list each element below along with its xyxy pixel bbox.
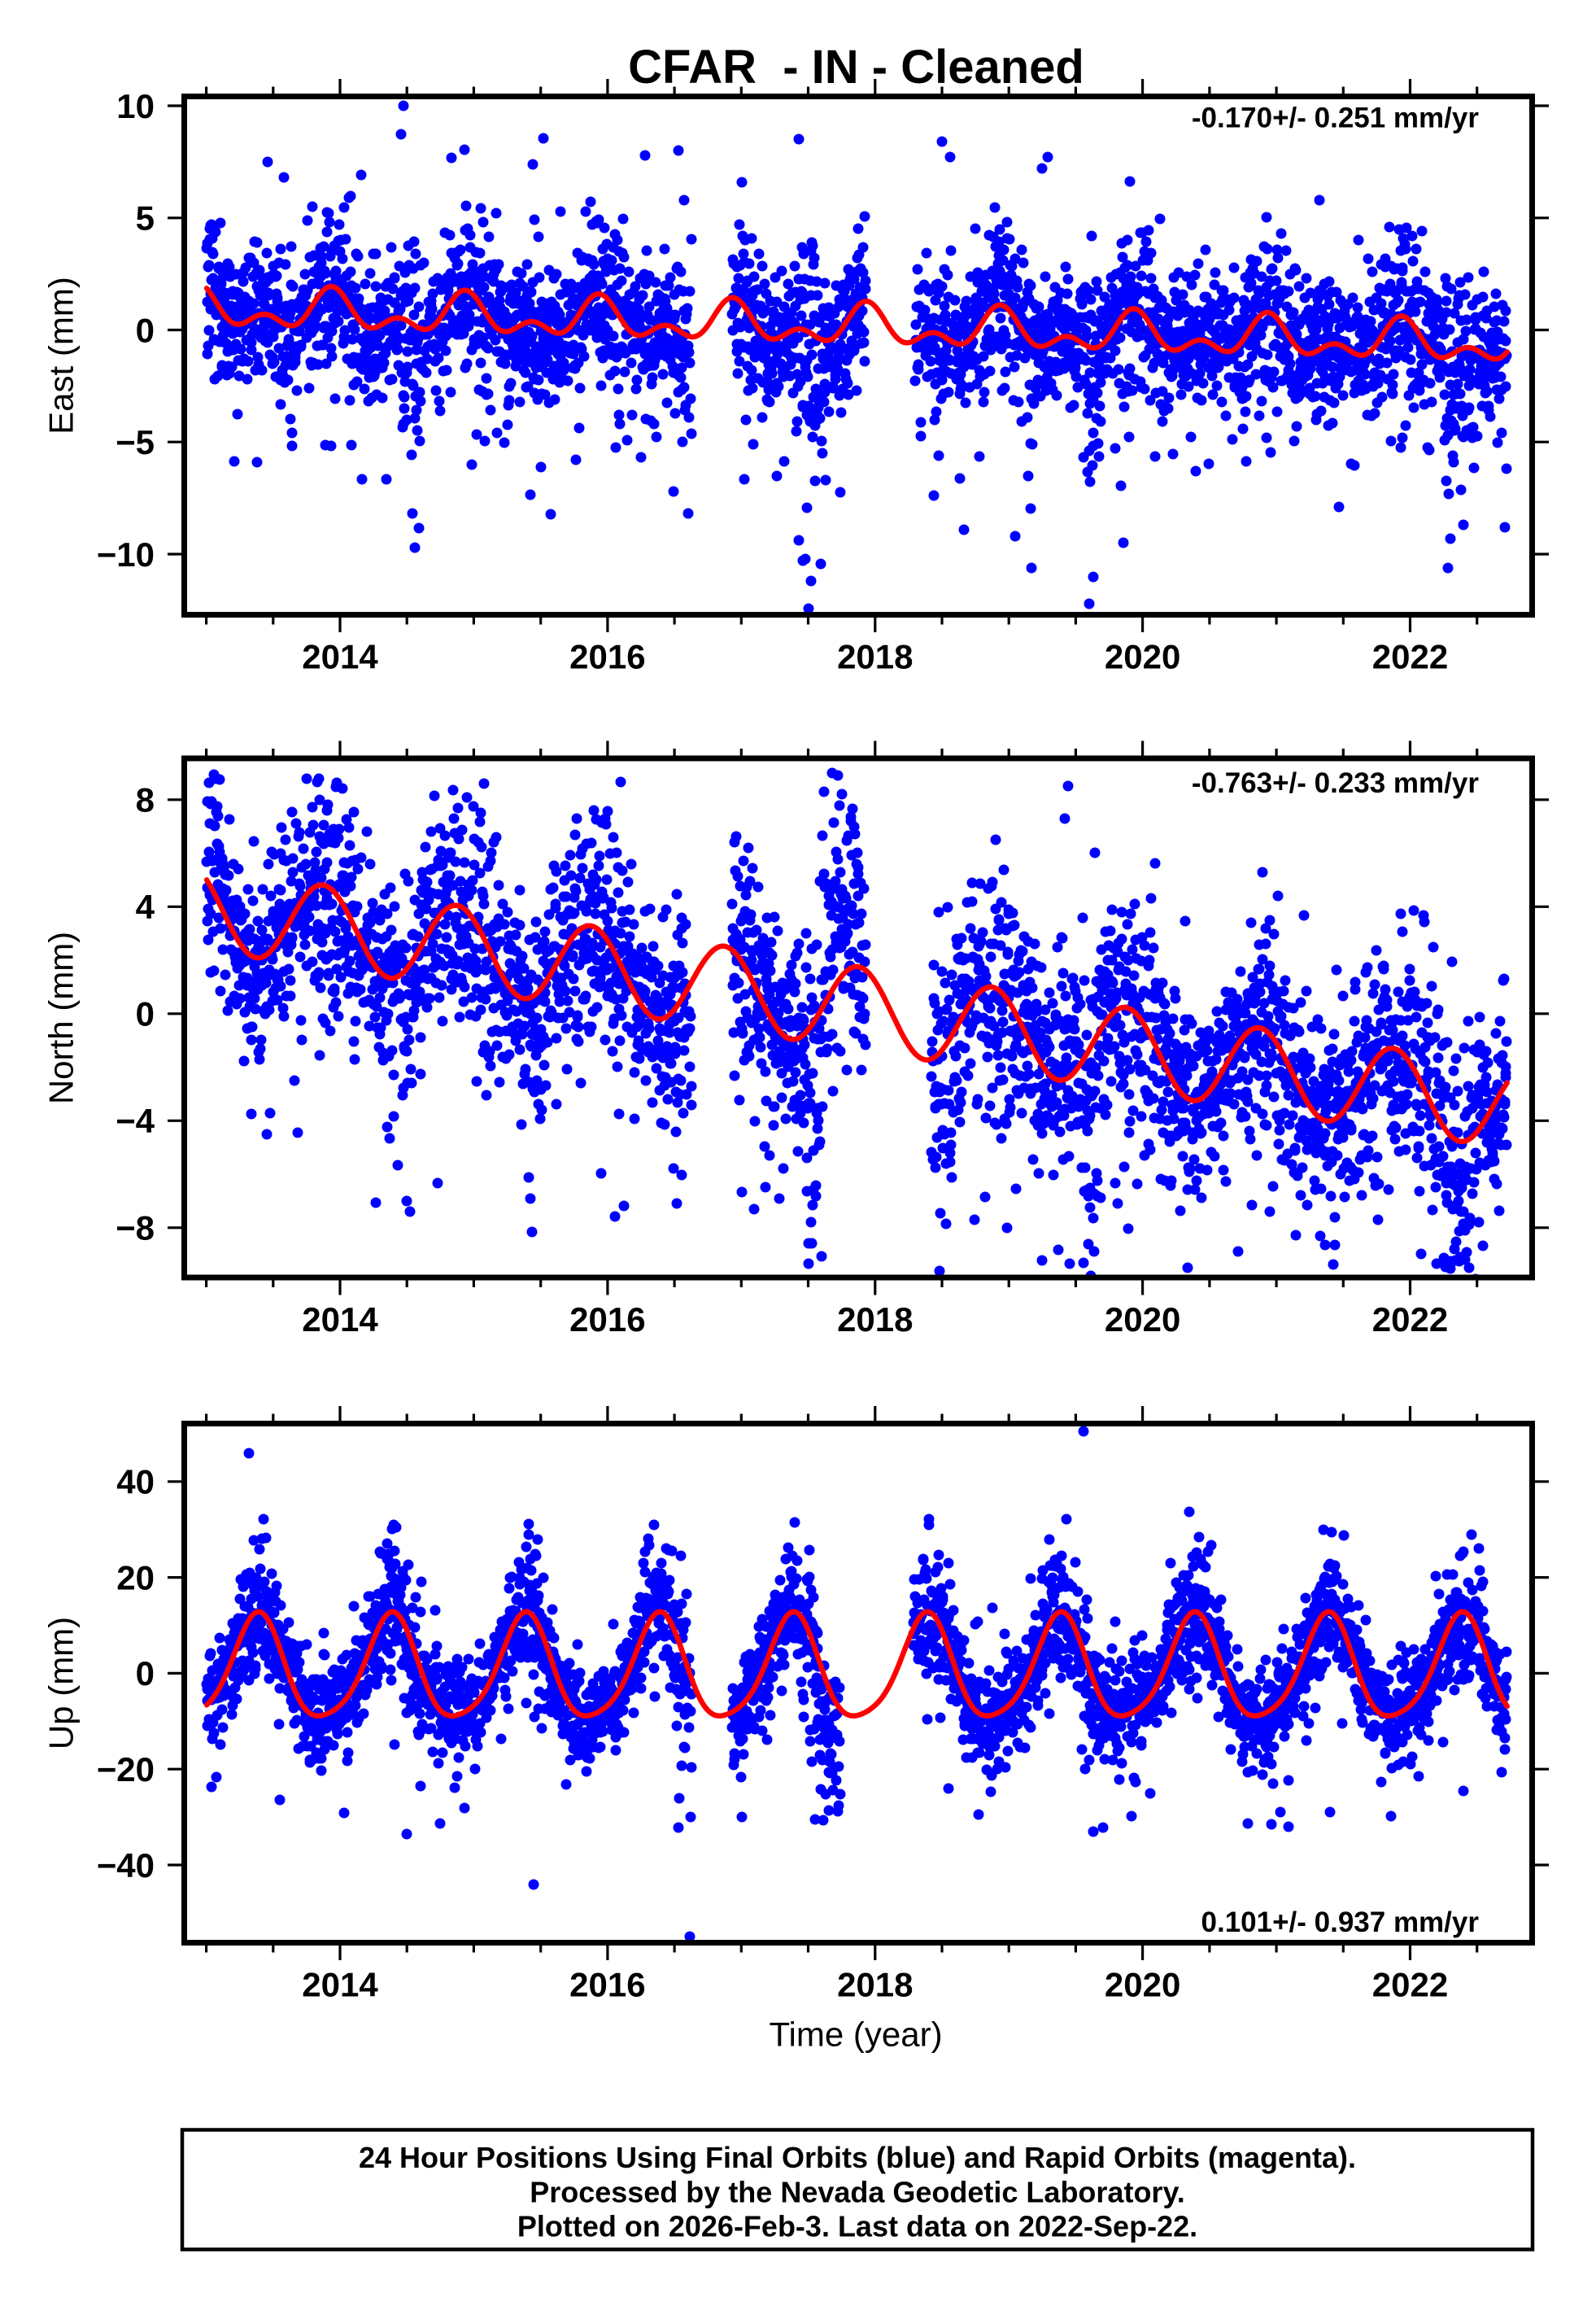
- svg-text:2018: 2018: [837, 1966, 913, 2004]
- svg-text:2022: 2022: [1372, 1300, 1448, 1339]
- svg-text:2018: 2018: [837, 638, 913, 676]
- svg-text:8: 8: [136, 781, 155, 819]
- svg-text:−20: −20: [97, 1750, 155, 1788]
- svg-text:10: 10: [116, 87, 155, 125]
- svg-text:40: 40: [116, 1463, 155, 1501]
- svg-text:−10: −10: [97, 535, 155, 574]
- svg-text:0.101+/- 0.937 mm/yr: 0.101+/- 0.937 mm/yr: [1201, 1906, 1480, 1938]
- svg-text:2018: 2018: [837, 1300, 913, 1339]
- svg-text:−5: −5: [116, 423, 155, 461]
- svg-text:5: 5: [136, 199, 155, 238]
- svg-text:0: 0: [136, 995, 155, 1033]
- svg-text:Plotted on 2026-Feb-3. Last da: Plotted on 2026-Feb-3. Last data on 2022…: [517, 2210, 1197, 2243]
- svg-text:2014: 2014: [302, 1300, 378, 1339]
- svg-text:2014: 2014: [302, 1966, 378, 2004]
- svg-text:CFAR - IN - Cleaned: CFAR - IN - Cleaned: [628, 41, 1084, 94]
- svg-text:North (mm): North (mm): [42, 932, 81, 1104]
- svg-text:24 Hour Positions Using Final: 24 Hour Positions Using Final Orbits (bl…: [359, 2141, 1356, 2174]
- svg-text:2022: 2022: [1372, 638, 1448, 676]
- svg-text:0: 0: [136, 1654, 155, 1692]
- svg-text:−40: −40: [97, 1846, 155, 1885]
- svg-text:−8: −8: [116, 1209, 155, 1247]
- svg-text:2016: 2016: [569, 638, 645, 676]
- svg-text:−4: −4: [116, 1102, 155, 1140]
- svg-text:Processed by the Nevada Geodet: Processed by the Nevada Geodetic Laborat…: [530, 2176, 1185, 2209]
- svg-text:-0.170+/- 0.251 mm/yr: -0.170+/- 0.251 mm/yr: [1192, 103, 1480, 134]
- svg-text:2020: 2020: [1105, 638, 1180, 676]
- svg-text:East (mm): East (mm): [42, 277, 81, 435]
- svg-text:0: 0: [136, 311, 155, 349]
- svg-text:Time (year): Time (year): [769, 2016, 942, 2054]
- svg-text:2016: 2016: [569, 1966, 645, 2004]
- svg-text:4: 4: [136, 888, 155, 926]
- svg-text:2020: 2020: [1105, 1300, 1180, 1339]
- svg-text:-0.763+/- 0.233 mm/yr: -0.763+/- 0.233 mm/yr: [1192, 767, 1480, 799]
- svg-text:2016: 2016: [569, 1300, 645, 1339]
- svg-text:2014: 2014: [302, 638, 378, 676]
- svg-text:Up (mm): Up (mm): [42, 1617, 81, 1749]
- svg-text:20: 20: [116, 1558, 155, 1596]
- svg-text:2022: 2022: [1372, 1966, 1448, 2004]
- svg-text:2020: 2020: [1105, 1966, 1180, 2004]
